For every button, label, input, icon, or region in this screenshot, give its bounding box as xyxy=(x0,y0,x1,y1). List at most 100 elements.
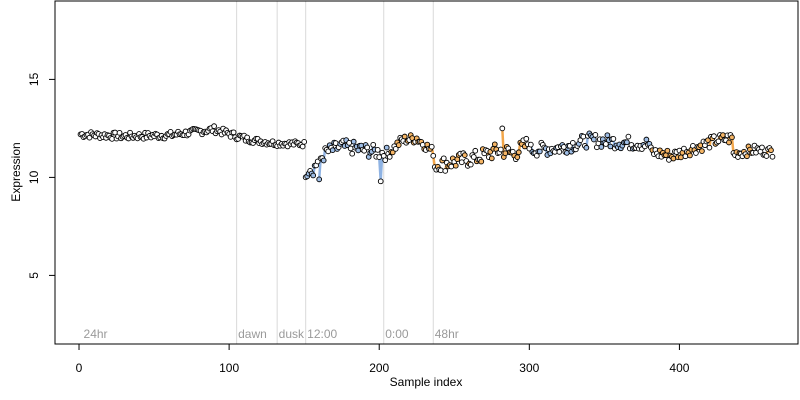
data-point-306 xyxy=(536,148,543,155)
x-tick-label-100: 100 xyxy=(219,361,239,375)
annotation-label-4: 0:00 xyxy=(385,327,409,341)
data-point-210 xyxy=(392,146,399,152)
data-point-216 xyxy=(401,133,408,140)
y-axis-label: Expression xyxy=(9,142,23,201)
y-tick-label-15: 15 xyxy=(27,72,41,86)
data-point-432 xyxy=(726,139,732,146)
data-point-185 xyxy=(355,147,362,154)
data-point-254 xyxy=(458,159,465,166)
data-point-148 xyxy=(299,143,306,150)
data-point-180 xyxy=(347,145,354,152)
data-point-422 xyxy=(711,133,717,139)
data-point-391 xyxy=(664,147,671,154)
annotation-label-2: dusk xyxy=(279,327,305,341)
data-point-364 xyxy=(624,139,630,146)
data-point-342 xyxy=(591,136,597,143)
x-axis-label: Sample index xyxy=(390,375,463,389)
data-point-460 xyxy=(768,147,774,154)
data-point-234 xyxy=(428,143,435,150)
plot-frame xyxy=(54,0,799,345)
data-point-262 xyxy=(470,154,477,160)
data-point-319 xyxy=(556,149,563,155)
data-point-179 xyxy=(346,139,353,146)
data-point-365 xyxy=(625,133,632,140)
data-point-337 xyxy=(583,144,590,151)
data-point-322 xyxy=(560,144,567,150)
data-point-406 xyxy=(687,152,693,159)
data-point-212 xyxy=(395,142,402,148)
data-point-243 xyxy=(442,168,449,174)
x-tick-label-0: 0 xyxy=(76,361,83,375)
data-point-235 xyxy=(430,152,437,159)
data-point-256 xyxy=(461,152,468,158)
data-point-335 xyxy=(580,133,587,140)
data-point-159 xyxy=(316,176,323,183)
data-point-355 xyxy=(610,136,617,142)
annotation-label-0: 24hr xyxy=(84,327,108,341)
data-point-425 xyxy=(715,138,722,145)
data-point-182 xyxy=(350,138,357,145)
data-point-328 xyxy=(569,139,576,146)
data-point-203 xyxy=(382,157,389,164)
x-tick-label-400: 400 xyxy=(669,361,689,375)
y-tick-label-5: 5 xyxy=(27,272,41,279)
data-point-457 xyxy=(763,153,770,159)
data-point-181 xyxy=(349,150,356,157)
data-point-191 xyxy=(364,144,371,151)
data-point-6 xyxy=(86,134,93,141)
data-point-353 xyxy=(607,143,614,150)
data-point-300 xyxy=(527,141,534,148)
x-tick-label-300: 300 xyxy=(519,361,539,375)
annotation-label-5: 48hr xyxy=(435,327,459,341)
data-point-240 xyxy=(437,167,444,174)
data-point-102 xyxy=(230,129,237,136)
data-point-208 xyxy=(389,149,396,156)
data-point-276 xyxy=(491,141,498,148)
data-point-281 xyxy=(499,125,506,132)
data-point-242 xyxy=(440,155,447,162)
data-point-168 xyxy=(329,147,336,153)
data-point-274 xyxy=(488,155,495,162)
data-point-247 xyxy=(448,163,455,170)
data-point-351 xyxy=(604,132,611,139)
data-point-444 xyxy=(744,153,750,160)
data-point-162 xyxy=(320,157,327,164)
data-point-149 xyxy=(301,138,308,145)
data-point-283 xyxy=(502,150,509,157)
data-point-291 xyxy=(514,154,521,160)
data-point-292 xyxy=(515,149,522,156)
data-point-280 xyxy=(497,146,504,153)
y-axis: 5 10 15 xyxy=(27,72,56,279)
annotation-vlines xyxy=(236,1,434,344)
data-point-89 xyxy=(211,123,217,130)
x-tick-label-200: 200 xyxy=(369,361,389,375)
data-point-419 xyxy=(706,144,713,151)
data-point-324 xyxy=(563,150,570,156)
data-point-400 xyxy=(678,154,684,161)
data-point-206 xyxy=(386,154,393,160)
data-point-267 xyxy=(478,158,485,165)
annotation-label-3: 12:00 xyxy=(307,327,337,341)
data-point-26 xyxy=(116,129,123,136)
data-point-200 xyxy=(377,178,384,185)
annotation-label-1: dawn xyxy=(238,327,267,341)
data-point-410 xyxy=(693,150,699,156)
data-point-377 xyxy=(643,136,650,143)
data-point-198 xyxy=(374,147,381,153)
data-point-204 xyxy=(383,144,390,151)
data-point-260 xyxy=(467,161,474,168)
data-point-263 xyxy=(472,147,479,154)
data-point-297 xyxy=(523,135,530,142)
data-point-155 xyxy=(310,172,317,179)
x-axis: 0 100 200 300 400 xyxy=(76,343,690,375)
data-point-350 xyxy=(603,141,609,147)
data-point-343 xyxy=(592,132,599,138)
data-point-250 xyxy=(452,162,459,169)
data-point-347 xyxy=(598,144,605,150)
data-point-454 xyxy=(759,144,765,151)
data-point-461 xyxy=(769,153,776,160)
data-points xyxy=(77,123,776,185)
data-point-199 xyxy=(376,154,383,160)
data-point-434 xyxy=(729,134,735,141)
